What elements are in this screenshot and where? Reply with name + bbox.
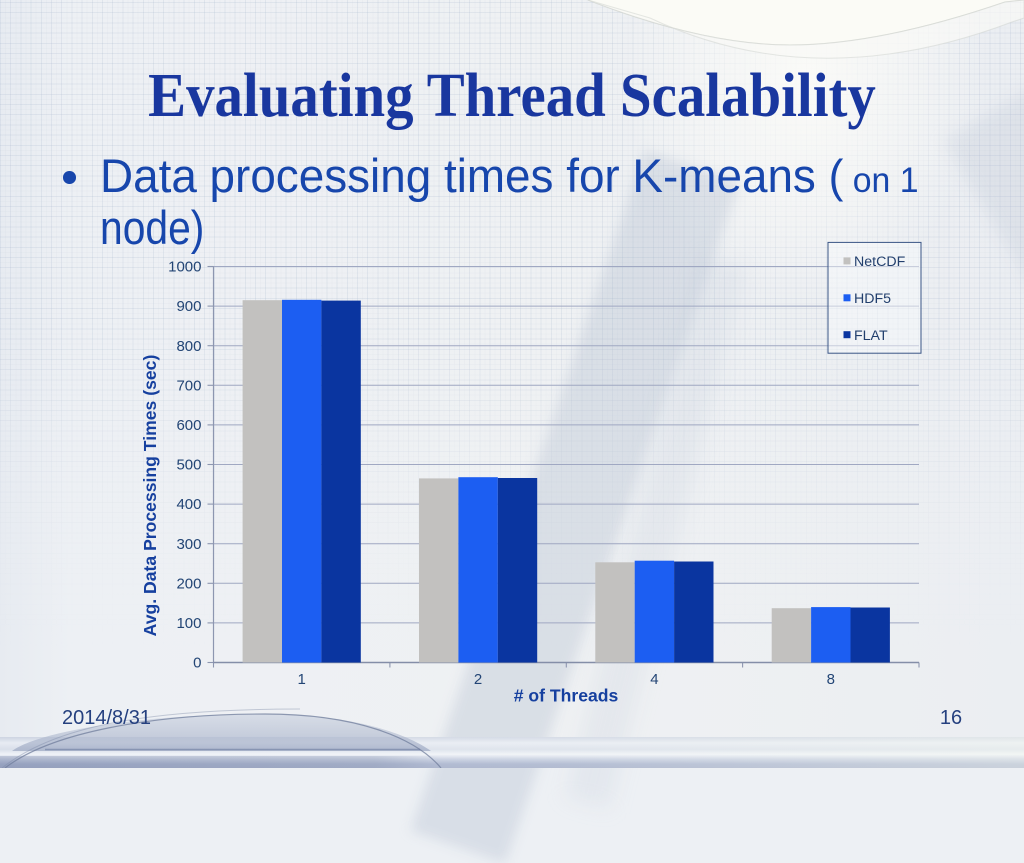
svg-text:0: 0 — [193, 655, 201, 672]
svg-text:Avg. Data Processing Times (se: Avg. Data Processing Times (sec) — [140, 355, 160, 637]
svg-text:700: 700 — [176, 377, 201, 394]
svg-text:200: 200 — [176, 575, 201, 592]
svg-text:900: 900 — [176, 298, 201, 315]
svg-text:1000: 1000 — [168, 259, 201, 276]
svg-text:NetCDF: NetCDF — [854, 254, 906, 270]
svg-text:300: 300 — [176, 536, 201, 553]
svg-text:500: 500 — [176, 457, 201, 474]
svg-text:1: 1 — [298, 671, 306, 688]
svg-text:800: 800 — [176, 338, 201, 355]
svg-text:# of Threads: # of Threads — [514, 686, 619, 706]
svg-text:HDF5: HDF5 — [854, 291, 891, 307]
svg-text:4: 4 — [650, 671, 658, 688]
svg-text:400: 400 — [176, 496, 201, 513]
svg-text:8: 8 — [827, 671, 835, 688]
svg-text:2: 2 — [474, 671, 482, 688]
svg-text:FLAT: FLAT — [854, 328, 888, 344]
svg-text:600: 600 — [176, 417, 201, 434]
svg-text:100: 100 — [176, 615, 201, 632]
